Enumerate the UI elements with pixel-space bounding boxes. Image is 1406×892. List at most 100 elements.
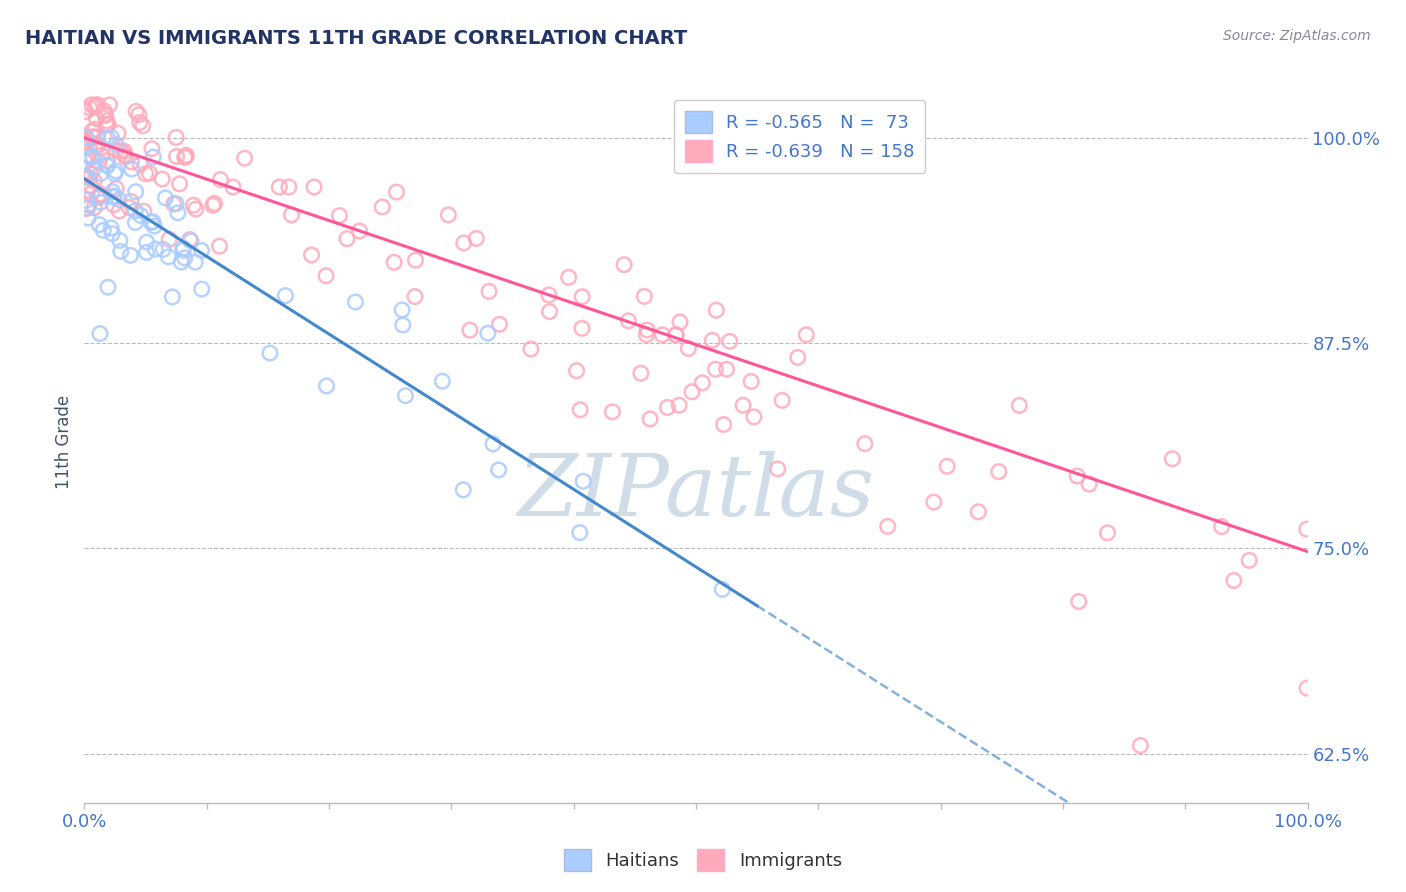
Point xyxy=(86,139,108,153)
Point xyxy=(105,144,128,158)
Point xyxy=(170,255,193,269)
Point xyxy=(114,148,136,162)
Point xyxy=(84,122,107,136)
Point xyxy=(80,186,103,201)
Point xyxy=(82,124,104,138)
Point xyxy=(458,323,481,337)
Point xyxy=(638,412,661,426)
Point xyxy=(120,248,142,262)
Point xyxy=(169,177,191,191)
Point xyxy=(571,290,593,304)
Point xyxy=(274,288,297,302)
Point xyxy=(73,169,96,184)
Point xyxy=(633,289,655,303)
Point xyxy=(157,232,180,246)
Point xyxy=(277,180,299,194)
Point xyxy=(936,459,959,474)
Point xyxy=(87,154,110,169)
Point xyxy=(665,327,688,342)
Point xyxy=(184,255,207,269)
Point xyxy=(86,112,108,126)
Point xyxy=(150,172,173,186)
Point xyxy=(83,201,105,215)
Point xyxy=(770,393,793,408)
Point xyxy=(453,483,475,497)
Point xyxy=(488,463,510,477)
Point xyxy=(93,103,115,118)
Point xyxy=(537,288,560,302)
Text: Source: ZipAtlas.com: Source: ZipAtlas.com xyxy=(1223,29,1371,43)
Point xyxy=(668,398,690,412)
Legend: R = -0.565   N =  73, R = -0.639   N = 158: R = -0.565 N = 73, R = -0.639 N = 158 xyxy=(673,100,925,173)
Point xyxy=(391,302,413,317)
Point xyxy=(77,198,100,212)
Point xyxy=(108,193,131,207)
Point xyxy=(571,321,593,335)
Point xyxy=(692,376,714,390)
Point xyxy=(105,181,128,195)
Point xyxy=(336,232,359,246)
Point xyxy=(79,101,101,115)
Point xyxy=(112,145,135,159)
Point xyxy=(90,190,112,204)
Point xyxy=(100,130,122,145)
Point xyxy=(1211,519,1233,533)
Point xyxy=(222,180,245,194)
Point xyxy=(101,185,124,199)
Point xyxy=(1067,594,1090,608)
Point xyxy=(86,130,108,145)
Point xyxy=(190,282,212,296)
Point xyxy=(453,235,475,250)
Point xyxy=(569,402,592,417)
Point xyxy=(259,346,281,360)
Point xyxy=(83,129,105,144)
Point xyxy=(704,303,727,318)
Point xyxy=(636,323,658,337)
Point xyxy=(97,158,120,172)
Point xyxy=(76,201,98,215)
Point xyxy=(328,209,350,223)
Point xyxy=(80,98,103,112)
Point xyxy=(75,169,97,184)
Point xyxy=(103,167,125,181)
Point xyxy=(713,417,735,432)
Point xyxy=(432,374,454,388)
Point xyxy=(172,241,194,255)
Point xyxy=(75,130,97,145)
Point xyxy=(209,172,232,186)
Point xyxy=(125,104,148,119)
Point xyxy=(201,198,224,212)
Point xyxy=(520,342,543,356)
Point xyxy=(79,141,101,155)
Point xyxy=(103,189,125,203)
Point xyxy=(280,208,302,222)
Point xyxy=(190,244,212,258)
Point xyxy=(84,98,107,112)
Point xyxy=(157,250,180,264)
Point xyxy=(75,136,97,150)
Y-axis label: 11th Grade: 11th Grade xyxy=(55,394,73,489)
Point xyxy=(465,231,488,245)
Point xyxy=(1066,469,1088,483)
Point xyxy=(80,167,103,181)
Point xyxy=(96,117,118,131)
Point xyxy=(110,144,132,158)
Point xyxy=(183,198,205,212)
Point xyxy=(104,164,127,178)
Point xyxy=(665,327,688,342)
Point xyxy=(404,289,426,303)
Point xyxy=(73,155,96,169)
Point xyxy=(1295,522,1317,536)
Point xyxy=(165,196,187,211)
Point xyxy=(1097,525,1119,540)
Point xyxy=(617,314,640,328)
Point xyxy=(142,215,165,229)
Point xyxy=(538,304,561,318)
Point xyxy=(172,244,194,258)
Point xyxy=(75,104,97,119)
Point xyxy=(103,190,125,204)
Point xyxy=(636,327,658,342)
Point xyxy=(132,119,155,133)
Point xyxy=(79,151,101,165)
Point xyxy=(79,170,101,185)
